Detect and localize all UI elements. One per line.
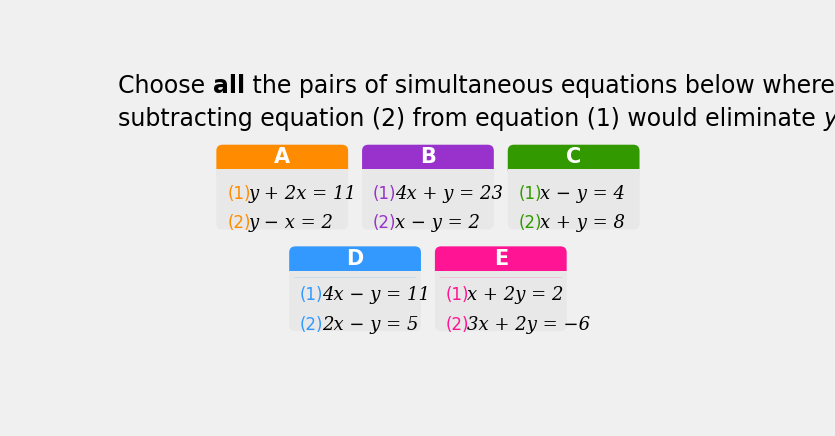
FancyBboxPatch shape	[289, 246, 421, 331]
Text: 4x + y = 23: 4x + y = 23	[395, 185, 503, 203]
Text: x − y = 4: x − y = 4	[540, 185, 625, 203]
Text: 3x + 2y = −6: 3x + 2y = −6	[468, 316, 590, 334]
Text: Choose: Choose	[119, 74, 213, 98]
Text: the pairs of simultaneous equations below where: the pairs of simultaneous equations belo…	[245, 74, 835, 98]
Polygon shape	[362, 169, 493, 176]
FancyBboxPatch shape	[216, 145, 348, 176]
FancyBboxPatch shape	[435, 246, 567, 331]
FancyBboxPatch shape	[508, 145, 640, 229]
Polygon shape	[289, 271, 421, 277]
Text: E: E	[493, 249, 508, 269]
Text: B: B	[420, 147, 436, 167]
Polygon shape	[508, 169, 640, 176]
FancyBboxPatch shape	[289, 246, 421, 277]
FancyBboxPatch shape	[435, 246, 567, 277]
FancyBboxPatch shape	[216, 145, 348, 229]
Text: y + 2x = 11: y + 2x = 11	[249, 185, 357, 203]
Text: A: A	[274, 147, 291, 167]
Text: (2): (2)	[519, 214, 542, 232]
Text: (1): (1)	[227, 185, 250, 203]
Text: (2): (2)	[373, 214, 397, 232]
Text: y − x = 2: y − x = 2	[249, 214, 334, 232]
Text: D: D	[347, 249, 364, 269]
Text: 4x − y = 11: 4x − y = 11	[321, 286, 430, 304]
Polygon shape	[216, 169, 348, 176]
Text: (1): (1)	[300, 286, 324, 304]
Text: all: all	[213, 74, 245, 98]
Text: (1): (1)	[373, 185, 397, 203]
Text: 2x − y = 5: 2x − y = 5	[321, 316, 418, 334]
Text: x − y = 2: x − y = 2	[395, 214, 479, 232]
Text: (1): (1)	[519, 185, 542, 203]
Text: (1): (1)	[446, 286, 469, 304]
FancyBboxPatch shape	[508, 145, 640, 176]
Text: (2): (2)	[227, 214, 250, 232]
Text: (2): (2)	[446, 316, 469, 334]
Text: C: C	[566, 147, 581, 167]
Text: x + y = 8: x + y = 8	[540, 214, 625, 232]
Text: y: y	[823, 107, 835, 131]
FancyBboxPatch shape	[362, 145, 493, 176]
Polygon shape	[435, 271, 567, 277]
Text: subtracting equation (2) from equation (1) would eliminate: subtracting equation (2) from equation (…	[119, 107, 823, 131]
Text: (2): (2)	[300, 316, 324, 334]
Text: x + 2y = 2: x + 2y = 2	[468, 286, 564, 304]
FancyBboxPatch shape	[362, 145, 493, 229]
